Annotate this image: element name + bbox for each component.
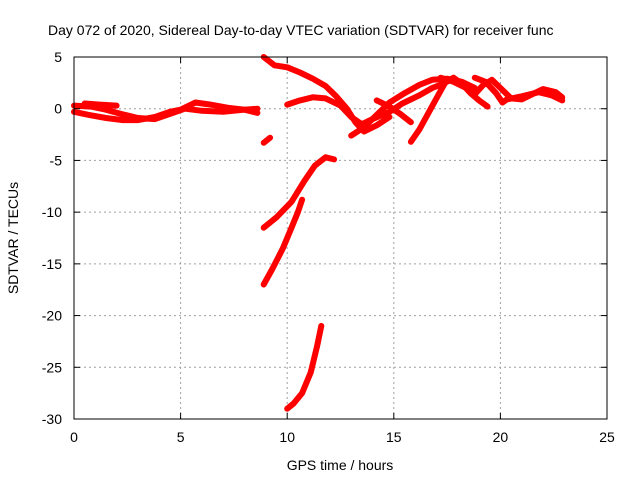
series-right-1 — [437, 74, 566, 103]
series-line-steep — [260, 196, 306, 288]
series-mid-1 — [284, 80, 446, 128]
x-tick-label: 10 — [279, 429, 295, 445]
y-tick-label: -5 — [50, 152, 63, 168]
y-tick-label: 0 — [54, 101, 62, 117]
plot-frame — [73, 56, 608, 420]
x-tick-label: 0 — [70, 429, 78, 445]
x-tick-label: 5 — [177, 429, 185, 445]
y-tick-label: -10 — [42, 204, 62, 220]
x-tick-label: 20 — [493, 429, 509, 445]
x-tick-label: 15 — [386, 429, 402, 445]
y-tick-label: -25 — [42, 359, 62, 375]
series-band-1c — [81, 100, 120, 109]
ticks: 0 5 10 15 20 25 5 0 -5 -10 -15 -20 -25 -30 — [42, 49, 615, 445]
y-tick-label: -30 — [42, 411, 62, 427]
series-band-1b — [71, 99, 261, 124]
series-arc-up-1 — [260, 154, 338, 231]
series-right-2 — [471, 74, 566, 106]
grid — [74, 57, 607, 419]
series-line-bottom — [284, 322, 325, 412]
x-axis-label: GPS time / hours — [287, 457, 394, 473]
x-tick-label: 25 — [599, 429, 615, 445]
series-drop-from-top — [260, 54, 393, 135]
y-axis-label: SDTVAR / TECUs — [5, 182, 21, 294]
y-tick-label: -15 — [42, 256, 62, 272]
y-tick-label: 5 — [54, 49, 62, 65]
series-drop-short — [260, 134, 274, 146]
chart-title: Day 072 of 2020, Sidereal Day-to-day VTE… — [48, 22, 554, 38]
series-group — [71, 54, 566, 412]
series-mid-3 — [373, 97, 414, 126]
y-tick-label: -20 — [42, 308, 62, 324]
